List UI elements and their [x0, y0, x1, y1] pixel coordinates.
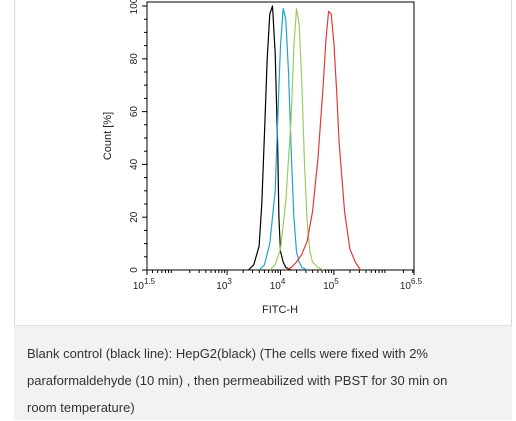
x-axis-label: FITC-H — [262, 304, 298, 316]
y-tick-label: 80 — [129, 53, 140, 65]
histogram-svg: 0 20 40 60 80 100 101.5 103 104 105 106.5 Count [… — [95, 0, 433, 318]
x-tick-label: 105 — [323, 277, 339, 292]
y-tick-label: 60 — [129, 106, 140, 118]
y-tick-label: 0 — [129, 267, 140, 273]
y-tick-label: 100 — [129, 0, 140, 14]
series-layer — [248, 5, 362, 271]
histogram-chart: 0 20 40 60 80 100 101.5 103 104 105 106.5 Count [… — [95, 0, 433, 318]
series-line-4 — [285, 10, 362, 271]
figure-frame — [14, 0, 512, 420]
series-line-1 — [248, 5, 292, 271]
y-tick-label: 40 — [129, 158, 140, 170]
x-tick-label: 104 — [270, 277, 286, 292]
caption-line-2: paraformaldehyde (10 min) , then permeab… — [27, 373, 448, 388]
x-tick-label: 103 — [216, 277, 232, 292]
figure-caption: Blank control (black line): HepG2(black)… — [14, 325, 512, 420]
y-tick-label: 20 — [129, 211, 140, 223]
caption-line-3: room temperature) — [27, 400, 135, 415]
y-axis-ticks: 0 20 40 60 80 100 — [129, 0, 147, 273]
x-tick-label: 101.5 — [133, 277, 156, 292]
caption-line-1: Blank control (black line): HepG2(black)… — [27, 346, 428, 361]
series-line-3 — [269, 8, 324, 271]
x-tick-label: 106.5 — [400, 277, 423, 292]
y-axis-label: Count [%] — [102, 112, 114, 160]
x-axis-ticks: 101.5 103 104 105 106.5 — [133, 270, 423, 292]
